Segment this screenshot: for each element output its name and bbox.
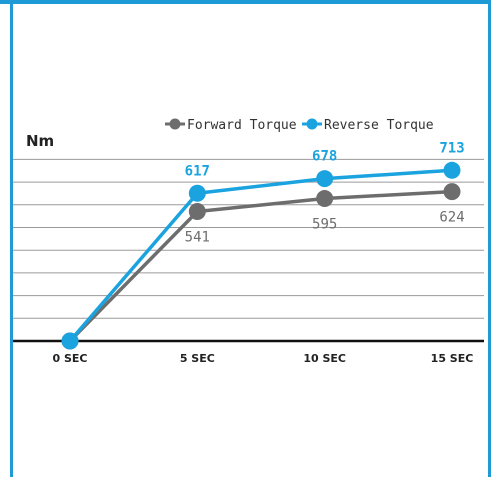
x-tick-labels: 0 SEC 5 SEC 10 SEC 15 SEC [53,352,474,365]
data-point [316,170,334,188]
x-tick-label: 0 SEC [53,352,88,365]
legend-swatch-marker [306,118,318,130]
x-tick-label: 10 SEC [303,352,346,365]
data-point [316,190,334,208]
data-label: 713 [439,140,464,156]
data-point [61,332,79,350]
frame-right-border [488,0,491,477]
frame-top-border [0,0,491,4]
legend-label: Forward Torque [187,118,297,133]
data-label: 595 [312,217,337,233]
legend-swatch-marker [169,118,181,130]
x-tick-label: 5 SEC [180,352,215,365]
legend: Forward Torque Reverse Torque [165,118,434,133]
x-tick-label: 15 SEC [431,352,474,365]
series-line-reverse [68,168,453,343]
series-group: 541 595 624 617 678 713 [61,140,465,350]
data-label: 624 [439,210,464,226]
data-label: 541 [185,229,210,245]
legend-label: Reverse Torque [324,118,434,133]
grid-lines [13,158,484,319]
y-axis-label: Nm [26,132,54,150]
data-point [443,183,461,201]
data-label: 678 [312,149,337,165]
data-point [443,161,461,179]
data-point [188,184,206,202]
frame-left-border [10,0,13,477]
data-label: 617 [185,163,210,179]
data-point [188,202,206,220]
series-line-forward [68,189,453,343]
